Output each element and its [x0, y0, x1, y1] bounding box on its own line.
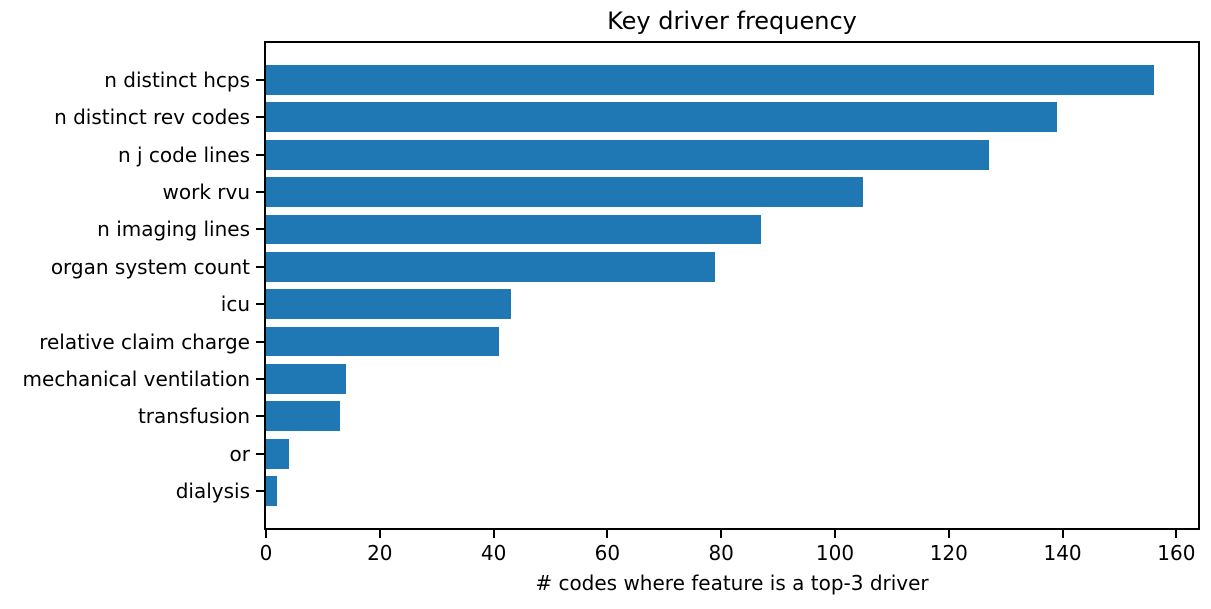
y-tick	[256, 415, 264, 418]
x-tick	[947, 530, 950, 538]
y-tick-label: dialysis	[175, 479, 250, 503]
x-tick-label: 140	[1043, 541, 1082, 565]
bar	[266, 214, 762, 245]
bar	[266, 139, 989, 170]
y-tick	[256, 228, 264, 231]
x-tick	[378, 530, 381, 538]
plot-area	[264, 41, 1200, 530]
x-tick-label: 160	[1157, 541, 1196, 565]
bar	[266, 289, 511, 320]
bar	[266, 326, 500, 357]
bar	[266, 363, 346, 394]
y-tick-label: work rvu	[162, 180, 251, 205]
y-tick-label: relative claim charge	[39, 329, 250, 354]
y-tick	[256, 303, 264, 306]
y-tick	[256, 153, 264, 156]
y-tick	[256, 78, 264, 81]
bar	[266, 251, 716, 282]
x-tick	[1175, 530, 1178, 538]
x-tick	[606, 530, 609, 538]
bar	[266, 65, 1154, 95]
y-tick-label: transfusion	[137, 404, 250, 429]
bar	[266, 177, 864, 208]
x-axis-label: # codes where feature is a top-3 driver	[535, 571, 929, 595]
x-tick	[265, 530, 267, 538]
y-tick-label: icu	[220, 292, 250, 317]
x-tick	[833, 530, 836, 538]
x-tick	[1061, 530, 1064, 538]
x-tick-label: 120	[929, 541, 968, 565]
y-tick-label: or	[229, 441, 250, 466]
x-tick-label: 100	[815, 541, 855, 565]
y-tick	[256, 116, 264, 119]
y-tick-label: organ system count	[50, 254, 250, 279]
y-tick-label: n imaging lines	[97, 217, 250, 242]
x-tick	[492, 530, 495, 538]
y-tick	[256, 191, 264, 194]
x-tick	[720, 530, 723, 538]
y-tick-label: n j code lines	[117, 142, 250, 167]
x-tick-label: 0	[259, 541, 273, 565]
x-tick-label: 60	[594, 541, 621, 565]
chart-title: Key driver frequency	[607, 7, 857, 35]
y-tick	[256, 490, 264, 492]
bar	[266, 476, 278, 506]
bar	[266, 438, 289, 469]
bar	[266, 401, 340, 432]
y-tick	[256, 377, 264, 380]
x-tick-label: 80	[708, 541, 734, 565]
y-tick-label: n distinct rev codes	[54, 105, 250, 130]
y-tick	[256, 452, 264, 455]
bar	[266, 102, 1057, 133]
y-tick-label: mechanical ventilation	[22, 366, 250, 391]
y-tick	[256, 265, 264, 268]
x-tick-label: 20	[367, 541, 393, 565]
y-tick	[256, 340, 264, 343]
x-tick-label: 40	[480, 541, 507, 565]
y-tick-label: n distinct hcps	[104, 67, 250, 92]
